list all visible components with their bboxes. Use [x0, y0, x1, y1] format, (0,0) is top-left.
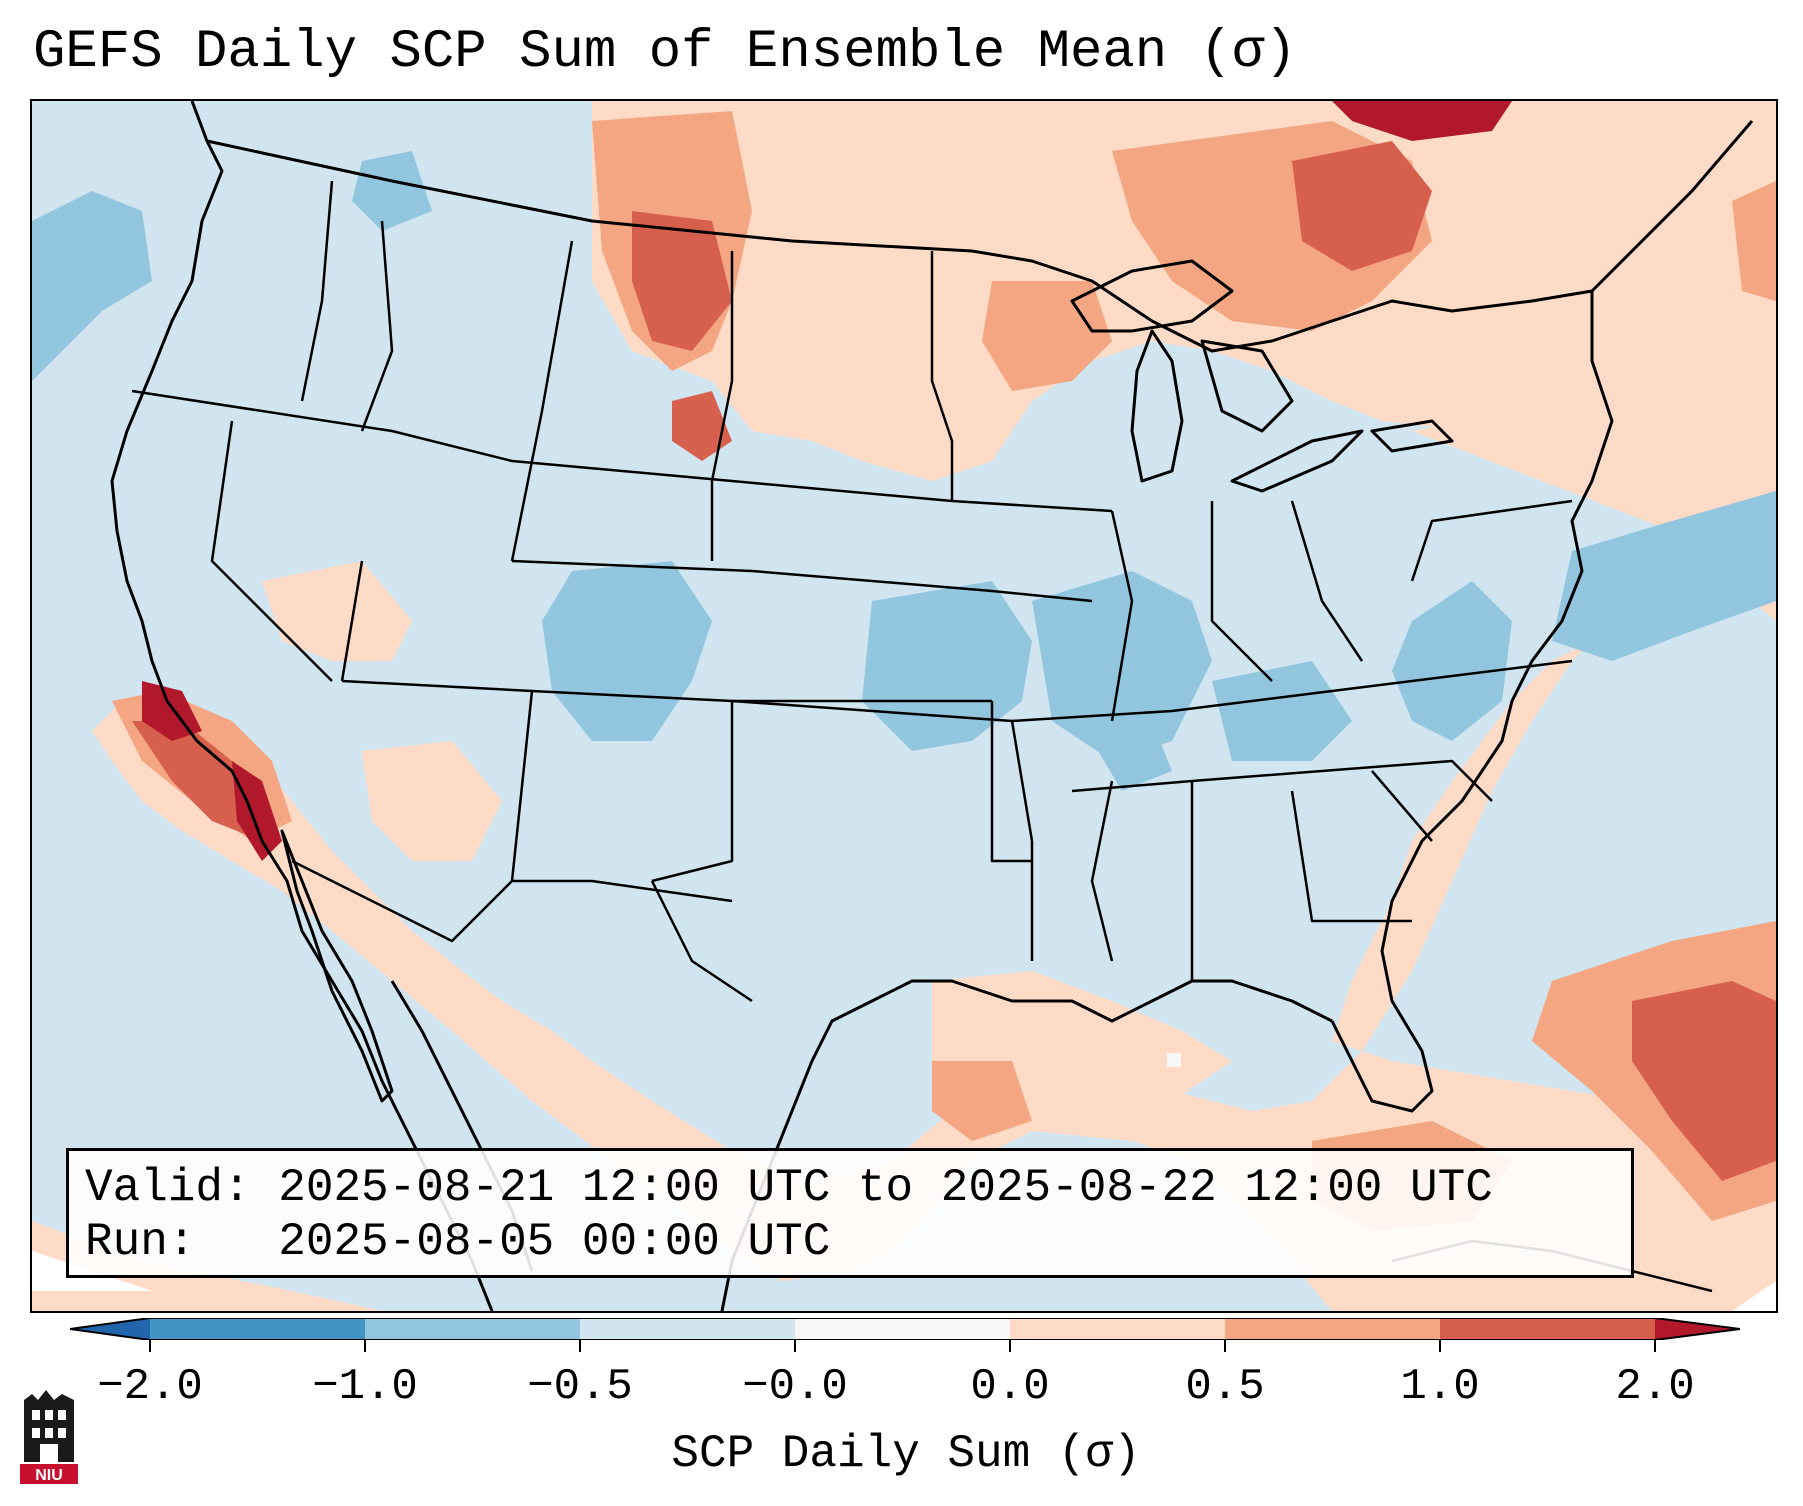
colorbar-tick-label: −0.0	[742, 1362, 848, 1412]
colorbar-tick-label: 1.0	[1400, 1362, 1480, 1412]
pacific-coastline	[110, 101, 494, 1311]
atlantic-coastline	[1330, 120, 1754, 1113]
valid-run-info-box: Valid: 2025-08-21 12:00 UTC to 2025-08-2…	[66, 1148, 1634, 1278]
colorbar-tick-mark	[794, 1340, 796, 1352]
lake-ontario	[1370, 419, 1454, 453]
run-time-text: Run: 2025-08-05 00:00 UTC	[85, 1216, 831, 1268]
tower-icon	[24, 1390, 74, 1462]
colorbar-tick-mark	[364, 1340, 366, 1352]
colorbar-label: SCP Daily Sum (σ)	[671, 1428, 1141, 1480]
colorbar-tick-label: 0.0	[970, 1362, 1050, 1412]
map-corner-right	[1732, 1281, 1776, 1311]
lake-huron	[1200, 339, 1294, 433]
map-panel	[30, 99, 1778, 1313]
colorbar-segment-6	[1225, 1318, 1440, 1340]
anomaly-positive-strong	[132, 141, 1776, 1181]
colorbar-segment-4	[795, 1318, 1010, 1340]
anomaly-positive-light	[32, 101, 1776, 1311]
colorbar-tick-label: −1.0	[312, 1362, 418, 1412]
map-title: GEFS Daily SCP Sum of Ensemble Mean (σ)	[33, 22, 1297, 83]
colorbar-segment-5	[1010, 1318, 1225, 1340]
colorbar-tick-mark	[1654, 1340, 1656, 1352]
colorbar-segment-1	[150, 1318, 365, 1340]
colorbar-tick-label: 0.5	[1185, 1362, 1265, 1412]
colorbar-tick-mark	[149, 1340, 151, 1352]
logo-text: NIU	[35, 1467, 63, 1484]
colorbar-tick-label: −0.5	[527, 1362, 633, 1412]
niu-logo: NIU	[20, 1390, 78, 1484]
colorbar-tick-mark	[1439, 1340, 1441, 1352]
colorbar-tick-mark	[1224, 1340, 1226, 1352]
colorbar-tick-label: −2.0	[97, 1362, 203, 1412]
colorbar-segment-3	[580, 1318, 795, 1340]
baja-coastline	[280, 829, 394, 1103]
colorbar-extend-low	[70, 1318, 150, 1340]
colorbar-tick-mark	[1009, 1340, 1011, 1352]
anomaly-negative-medium	[32, 151, 1776, 791]
boundaries	[110, 101, 1754, 1311]
state-borders	[131, 180, 1573, 1003]
colorbar-extend-high	[1655, 1318, 1740, 1340]
near-zero-patch	[1167, 1053, 1181, 1067]
canada-us-border	[206, 139, 1593, 353]
colorbar-segment-7	[1440, 1318, 1655, 1340]
colorbar	[70, 1318, 1740, 1340]
scp-map	[32, 101, 1776, 1311]
lake-erie	[1230, 429, 1364, 493]
colorbar-segment-2	[365, 1318, 580, 1340]
colorbar-tick-label: 2.0	[1615, 1362, 1695, 1412]
valid-time-text: Valid: 2025-08-21 12:00 UTC to 2025-08-2…	[85, 1162, 1493, 1214]
lake-superior	[1070, 259, 1234, 333]
colorbar-tick-mark	[579, 1340, 581, 1352]
lake-michigan	[1130, 329, 1184, 483]
